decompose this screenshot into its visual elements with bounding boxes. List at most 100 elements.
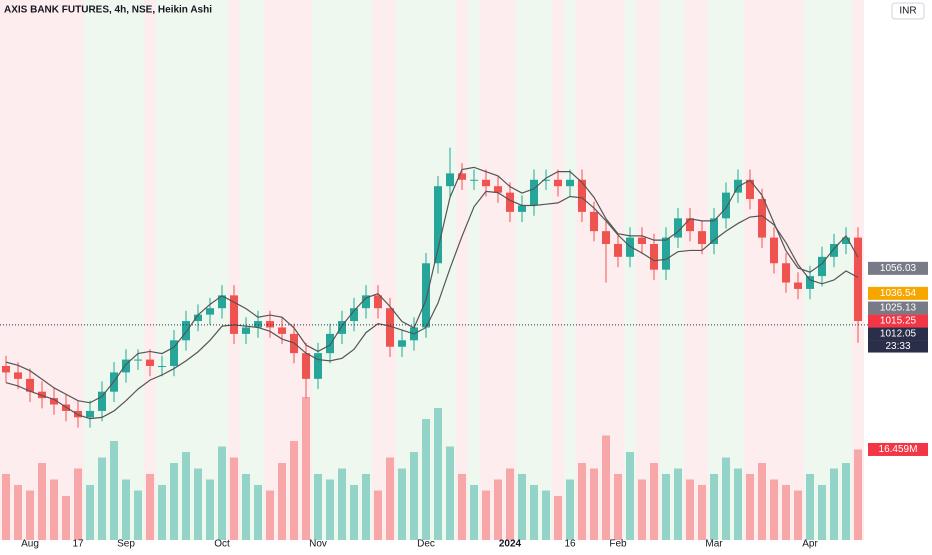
volume-bar — [314, 474, 322, 540]
trend-band — [372, 0, 384, 540]
volume-bar — [386, 457, 394, 540]
trend-band — [468, 0, 480, 540]
trend-band — [60, 0, 72, 540]
trend-band — [324, 0, 336, 540]
trend-band — [120, 0, 132, 540]
trend-band — [792, 0, 804, 540]
trend-band — [564, 0, 576, 540]
price-badge — [868, 314, 928, 328]
trend-band — [720, 0, 732, 540]
volume-bar — [170, 463, 178, 540]
trend-band — [252, 0, 264, 540]
candle-body — [194, 314, 202, 322]
trend-band — [276, 0, 288, 540]
trend-band — [492, 0, 504, 540]
x-tick-label: Nov — [309, 539, 327, 550]
trend-band — [192, 0, 204, 540]
trend-band — [840, 0, 852, 540]
candle-body — [170, 340, 178, 366]
volume-bar — [710, 474, 718, 540]
currency-box[interactable] — [891, 2, 925, 20]
volume-bar — [542, 490, 550, 540]
candle-body — [830, 243, 838, 257]
candle-body — [578, 179, 586, 212]
candle-body — [350, 308, 358, 322]
currency[interactable]: INR — [899, 6, 916, 17]
trend-band — [48, 0, 60, 540]
trend-band — [744, 0, 756, 540]
trend-band — [336, 0, 348, 540]
trend-band — [588, 0, 600, 540]
volume-bar — [62, 496, 70, 540]
candle-body — [254, 321, 262, 328]
volume-bar — [626, 452, 634, 540]
candle-body — [266, 321, 274, 328]
volume-bar — [206, 479, 214, 540]
volume-bar — [254, 485, 262, 540]
volume-bar — [650, 463, 658, 540]
trend-band — [360, 0, 372, 540]
candle-body — [146, 359, 154, 366]
candle-body — [242, 327, 250, 334]
candle-body — [662, 237, 670, 270]
trend-band — [144, 0, 156, 540]
volume-bar — [98, 457, 106, 540]
envelope-line — [5, 166, 859, 404]
volume-bar — [782, 485, 790, 540]
chart-title: AXIS BANK FUTURES, 4h, NSE, Heikin Ashi — [4, 5, 212, 16]
volume-bar — [698, 485, 706, 540]
candle-body — [38, 391, 46, 399]
trend-band — [528, 0, 540, 540]
candle-body — [86, 410, 94, 418]
trend-band — [348, 0, 360, 540]
volume-badge — [868, 442, 928, 456]
volume-bar — [770, 479, 778, 540]
volume-bar — [374, 490, 382, 540]
x-tick-label: Dec — [417, 539, 435, 550]
trend-band — [672, 0, 684, 540]
volume-bar — [278, 463, 286, 540]
candle-body — [686, 218, 694, 232]
trend-band — [612, 0, 624, 540]
trend-band — [384, 0, 396, 540]
x-tick-label: 17 — [72, 539, 84, 550]
volume-bar — [26, 490, 34, 540]
volume-bar — [218, 446, 226, 540]
trend-band — [0, 0, 12, 540]
candle-body — [470, 179, 478, 181]
candle-body — [806, 276, 814, 289]
volume-bar — [806, 474, 814, 540]
volume-bar — [494, 479, 502, 540]
trend-band — [36, 0, 48, 540]
candle-body — [770, 237, 778, 264]
candle-body — [374, 295, 382, 309]
candle-body — [158, 365, 166, 367]
volume-bar — [182, 452, 190, 540]
candle-body — [386, 308, 394, 347]
volume-bar — [122, 479, 130, 540]
price-badge — [868, 286, 928, 300]
price-badge-label: 1025.13 — [880, 303, 917, 314]
candle-body — [14, 372, 22, 379]
trend-band — [132, 0, 144, 540]
volume-bar — [194, 468, 202, 540]
trend-band — [168, 0, 180, 540]
candle-body — [794, 282, 802, 289]
volume-bar — [794, 490, 802, 540]
candle-body — [206, 308, 214, 315]
volume-bar — [290, 441, 298, 540]
candle-body — [698, 231, 706, 244]
trend-band — [312, 0, 324, 540]
volume-bar — [470, 485, 478, 540]
trend-band — [684, 0, 696, 540]
trend-band — [696, 0, 708, 540]
trend-band — [708, 0, 720, 540]
candle-body — [614, 243, 622, 257]
trend-band — [264, 0, 276, 540]
volume-bar — [638, 479, 646, 540]
candle-body — [182, 321, 190, 341]
candle-body — [530, 179, 538, 206]
volume-bar — [434, 408, 442, 540]
price-badge — [868, 327, 928, 341]
